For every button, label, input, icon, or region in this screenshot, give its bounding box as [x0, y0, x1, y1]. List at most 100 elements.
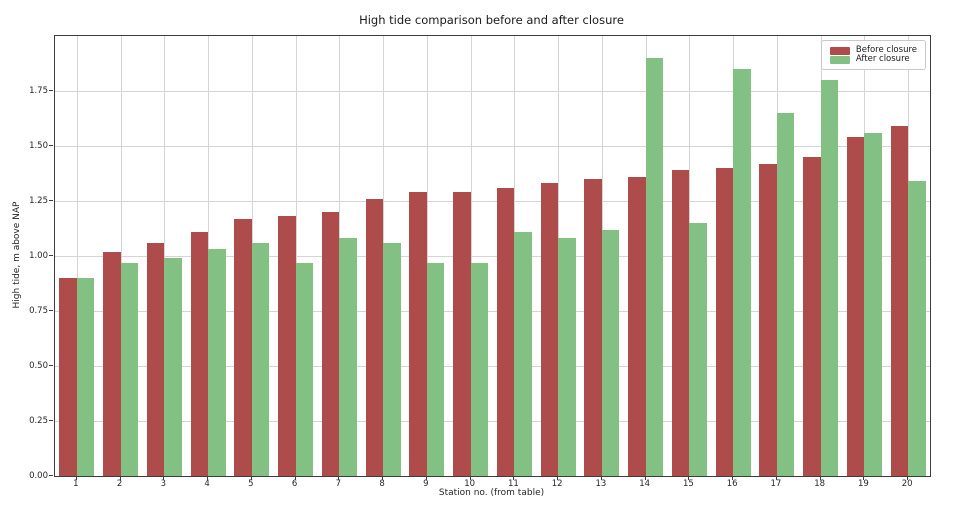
legend-entry-after-closure: After closure	[829, 54, 917, 64]
y-gridline	[55, 146, 930, 147]
x-tick-mark	[75, 476, 77, 480]
bar-after-closure-station-18	[820, 80, 839, 476]
x-tick-mark	[775, 476, 777, 480]
bar-before-closure-station-6	[278, 216, 296, 476]
y-tick-mark	[49, 420, 53, 421]
bar-after-closure-station-4	[208, 249, 226, 476]
x-tick-label: 2	[116, 479, 123, 489]
x-tick-mark	[338, 476, 340, 480]
y-tick-mark	[49, 475, 53, 476]
y-gridline	[55, 201, 930, 202]
y-gridline	[55, 256, 930, 257]
x-tick-mark	[557, 476, 559, 480]
x-tick-label: 8	[379, 479, 385, 489]
bar-before-closure-station-19	[846, 137, 865, 476]
x-tick-label: 14	[639, 479, 651, 489]
bar-after-closure-station-9	[426, 262, 445, 476]
x-tick-label: 4	[204, 479, 210, 489]
x-gridline	[470, 36, 472, 476]
x-tick-mark	[819, 476, 821, 480]
bar-after-closure-station-11	[514, 231, 532, 476]
x-gridline	[120, 36, 122, 476]
bar-before-closure-station-3	[146, 242, 165, 476]
x-tick-label: 19	[857, 479, 869, 489]
x-tick-label: 16	[726, 479, 738, 489]
x-tick-label: 5	[248, 479, 254, 489]
y-gridline	[55, 421, 930, 422]
x-tick-mark	[119, 476, 121, 480]
bar-before-closure-station-9	[409, 192, 427, 476]
bar-before-closure-station-13	[584, 179, 602, 476]
bar-before-closure-station-11	[496, 187, 515, 476]
legend: Before closure After closure	[820, 40, 926, 70]
plot-area: Before closure After closure	[54, 35, 931, 477]
x-tick-label: 15	[682, 479, 694, 489]
bar-before-closure-station-17	[759, 163, 777, 476]
bar-after-closure-station-19	[864, 132, 882, 476]
legend-entries: Before closure After closure	[829, 46, 917, 64]
x-tick-mark	[382, 476, 384, 480]
bar-before-closure-station-10	[453, 192, 471, 476]
x-tick-mark	[688, 476, 690, 480]
y-tick-label: 0.75	[29, 305, 48, 316]
x-tick-mark	[600, 476, 602, 480]
x-tick-label: 18	[814, 479, 826, 489]
bar-before-closure-station-14	[628, 176, 646, 476]
y-tick-label: 0.00	[29, 470, 48, 481]
legend-entry-before-closure: Before closure	[829, 46, 917, 55]
bar-after-closure-station-17	[776, 113, 795, 476]
x-tick-mark	[863, 476, 865, 480]
x-tick-label: 13	[595, 479, 607, 489]
x-tick-label: 11	[507, 479, 519, 489]
y-gridline	[55, 91, 930, 92]
bar-before-closure-station-1	[59, 278, 77, 476]
y-tick-mark	[49, 365, 53, 366]
x-tick-label: 9	[423, 479, 429, 489]
x-tick-label: 6	[291, 479, 298, 489]
y-tick-label: 0.50	[29, 360, 48, 371]
x-tick-label: 17	[770, 479, 782, 489]
bar-before-closure-station-5	[234, 218, 252, 476]
y-tick-label: 1.75	[29, 85, 48, 96]
x-tick-mark	[250, 476, 252, 480]
bar-before-closure-station-18	[803, 157, 821, 476]
y-tick-mark	[49, 255, 53, 256]
bar-before-closure-station-15	[671, 170, 690, 476]
bar-before-closure-station-12	[540, 183, 559, 476]
x-tick-mark	[513, 476, 515, 480]
y-gridline	[55, 366, 930, 367]
bar-before-closure-station-7	[321, 212, 340, 476]
x-tick-mark	[294, 476, 296, 480]
y-tick-label: 1.25	[29, 195, 48, 206]
y-tick-mark	[49, 90, 53, 91]
bar-after-closure-station-1	[76, 278, 95, 476]
x-tick-mark	[644, 476, 646, 480]
legend-swatch-after-closure	[829, 55, 850, 64]
x-gridline	[426, 36, 428, 476]
x-tick-mark	[163, 476, 165, 480]
bar-before-closure-station-20	[890, 126, 909, 476]
x-tick-mark	[907, 476, 909, 480]
bar-after-closure-station-10	[470, 262, 489, 476]
y-tick-label: 1.00	[29, 250, 48, 261]
y-tick-label: 1.50	[29, 140, 48, 151]
chart-title: High tide comparison before and after cl…	[359, 13, 624, 27]
bar-after-closure-station-15	[689, 223, 707, 476]
bar-after-closure-station-2	[120, 262, 139, 476]
bar-after-closure-station-16	[733, 69, 751, 476]
x-tick-mark	[207, 476, 209, 480]
bar-after-closure-station-3	[164, 258, 182, 476]
x-tick-label: 12	[551, 479, 563, 489]
x-tick-mark	[469, 476, 471, 480]
bar-after-closure-station-8	[383, 242, 401, 476]
bar-before-closure-station-8	[365, 198, 384, 476]
x-gridline	[164, 36, 166, 476]
x-gridline	[295, 36, 297, 476]
bar-after-closure-station-13	[601, 229, 620, 476]
x-tick-label: 10	[464, 479, 476, 489]
bar-before-closure-station-2	[103, 251, 121, 476]
y-tick-mark	[49, 310, 53, 311]
bar-after-closure-station-6	[295, 262, 314, 476]
legend-label-after-closure: After closure	[855, 54, 910, 64]
